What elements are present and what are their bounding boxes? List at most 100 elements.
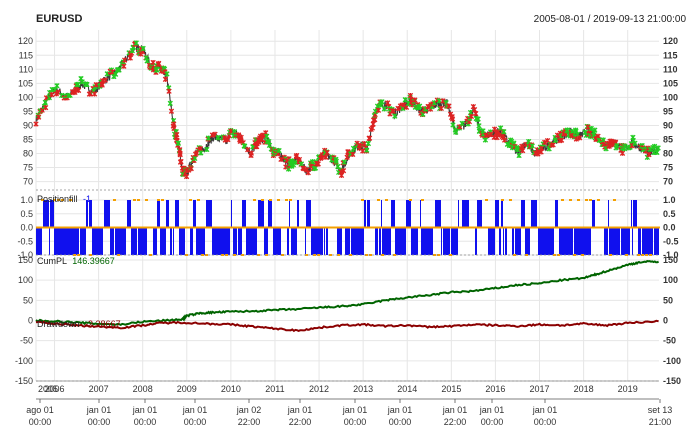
buy-marker (192, 155, 198, 161)
position-bar (432, 227, 433, 255)
position-bar (119, 227, 121, 255)
position-dot (225, 254, 228, 256)
sell-marker (449, 116, 456, 122)
position-bar (233, 227, 237, 255)
position-dot (613, 199, 616, 201)
sell-marker (35, 114, 42, 120)
position-dot (349, 254, 352, 256)
buy-marker (341, 159, 347, 165)
position-dot (501, 199, 504, 201)
position-dot (641, 254, 644, 256)
sell-marker (315, 161, 321, 167)
sell-marker (595, 133, 601, 139)
position-bar (654, 227, 655, 255)
position-y-tick-left: 1.0 (20, 195, 33, 205)
sell-marker (340, 168, 347, 174)
buy-marker (205, 135, 212, 141)
position-dot (149, 254, 152, 256)
position-dot (69, 199, 72, 201)
pnl-y-tick-right: -100 (663, 356, 681, 366)
position-dot (41, 199, 44, 201)
position-bar (604, 227, 608, 255)
position-bar (221, 227, 227, 255)
position-bar (231, 200, 232, 228)
position-bar (306, 200, 311, 228)
buy-marker (276, 147, 282, 154)
position-bar (404, 227, 406, 255)
position-dot (581, 254, 584, 256)
position-dot (241, 254, 244, 256)
sell-marker (646, 151, 652, 158)
position-bar (359, 227, 364, 255)
position-dot (117, 254, 120, 256)
pnl-y-tick-left: -150 (15, 376, 33, 386)
position-bar (327, 227, 328, 255)
sell-marker (293, 152, 300, 159)
buy-marker (450, 122, 456, 128)
position-bar (467, 200, 469, 228)
date-tick-line1: jan 01 (442, 405, 468, 415)
year-tick-label: 2019 (618, 384, 638, 394)
position-bar (49, 227, 50, 255)
position-bar (592, 200, 595, 228)
position-bar (326, 227, 327, 255)
sell-marker (576, 135, 583, 141)
pnl-y-tick-right: -50 (663, 336, 676, 346)
position-bar (196, 227, 202, 255)
pnl-panel (35, 260, 660, 333)
position-dot (369, 254, 372, 256)
position-bar (420, 200, 421, 228)
date-tick-line1: set 13 (648, 405, 673, 415)
position-bar (353, 227, 359, 255)
buy-marker (144, 58, 150, 64)
sell-marker (501, 137, 508, 143)
position-bar (488, 227, 491, 255)
price-y-tick-right: 120 (663, 36, 678, 46)
buy-marker (552, 137, 559, 144)
date-tick-line2: 22:00 (444, 417, 467, 427)
position-dot (433, 254, 436, 256)
position-bar (515, 227, 516, 255)
sell-marker (324, 149, 330, 156)
position-dot (649, 254, 652, 256)
position-bar (379, 227, 381, 255)
sell-marker (606, 143, 612, 149)
buy-marker (364, 147, 370, 153)
pnl-y-tick-right: 50 (663, 295, 673, 305)
position-bar (421, 227, 427, 255)
position-bar (501, 200, 503, 228)
position-bar (412, 227, 415, 255)
position-bar (632, 227, 633, 255)
buy-marker (379, 99, 385, 105)
position-panel-label: Positionfill -1 (37, 194, 91, 204)
buy-marker (54, 83, 60, 89)
position-bar (495, 200, 499, 228)
pnl-y-tick-right: -150 (663, 376, 681, 386)
position-dot (261, 199, 264, 201)
position-dot (421, 199, 424, 201)
position-dot (73, 254, 76, 256)
position-dot (637, 254, 640, 256)
date-tick-line2: 00:00 (29, 417, 52, 427)
year-tick-label: 2011 (265, 384, 284, 394)
position-dot (53, 199, 56, 201)
date-tick-line1: jan 01 (287, 405, 313, 415)
position-dot (89, 254, 92, 256)
position-bar (395, 227, 396, 255)
price-y-tick-left: 110 (19, 64, 33, 74)
position-dot (221, 254, 224, 256)
position-bar (553, 227, 554, 255)
price-y-tick-right: 90 (663, 120, 673, 130)
position-bar (569, 227, 573, 255)
price-panel (33, 40, 661, 180)
position-bar (542, 227, 548, 255)
position-bar (166, 200, 169, 228)
sell-marker (471, 106, 478, 113)
position-bar (337, 227, 342, 255)
sell-marker (197, 145, 204, 152)
position-dot (289, 199, 292, 201)
position-bar (583, 227, 587, 255)
position-bar (289, 200, 290, 228)
buy-marker (204, 146, 210, 153)
year-tick-label: 2016 (485, 384, 505, 394)
